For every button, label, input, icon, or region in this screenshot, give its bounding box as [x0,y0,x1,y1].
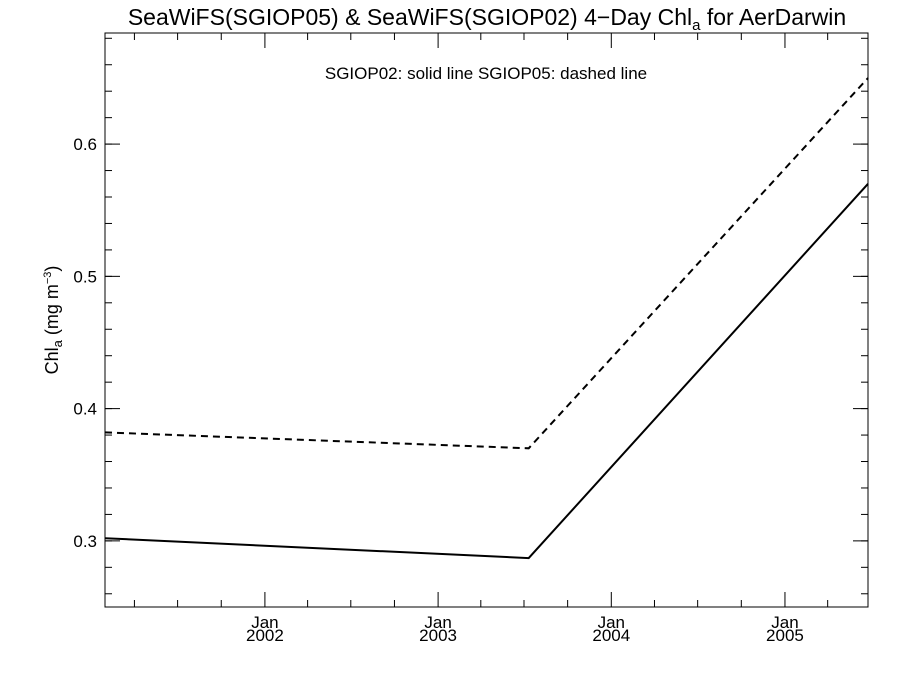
x-tick-label-year: 2003 [419,626,457,645]
y-tick-label: 0.5 [73,267,97,286]
chart-title-rest: for AerDarwin [700,4,846,30]
chart-title-main: SeaWiFS(SGIOP05) & SeaWiFS(SGIOP02) 4−Da… [128,4,692,30]
y-axis-label: Chla (mg m−3) [42,266,65,375]
series-line-sgiop05 [104,77,869,450]
x-tick-label-month: Jan [598,613,625,632]
x-tick-label-year: 2005 [766,626,804,645]
y-axis-label-close: ) [42,266,62,272]
x-tick-label-month: Jan [424,613,451,632]
y-tick-label: 0.6 [73,135,97,154]
chart-title-subscript: a [692,17,701,34]
y-axis-label-main: Chl [42,347,62,374]
x-tick-label-month: Jan [251,613,278,632]
y-tick-label: 0.4 [73,400,97,419]
series-group [104,77,869,560]
y-axis-label-subscript: a [50,339,65,347]
x-tick-label-month: Jan [771,613,798,632]
chart-title: SeaWiFS(SGIOP05) & SeaWiFS(SGIOP02) 4−Da… [128,4,846,34]
y-tick-label: 0.3 [73,532,97,551]
y-axis-label-unit: (mg m [42,284,62,340]
x-tick-label-year: 2002 [246,626,284,645]
plot-frame [104,32,869,608]
series-line-sgiop02 [104,183,869,560]
legend-note: SGIOP02: solid line SGIOP05: dashed line [325,64,647,83]
x-tick-label-year: 2004 [592,626,630,645]
y-axis-label-superscript: −3 [42,272,54,285]
y-axis: 0.3 0.4 0.5 0.6 [73,37,868,595]
